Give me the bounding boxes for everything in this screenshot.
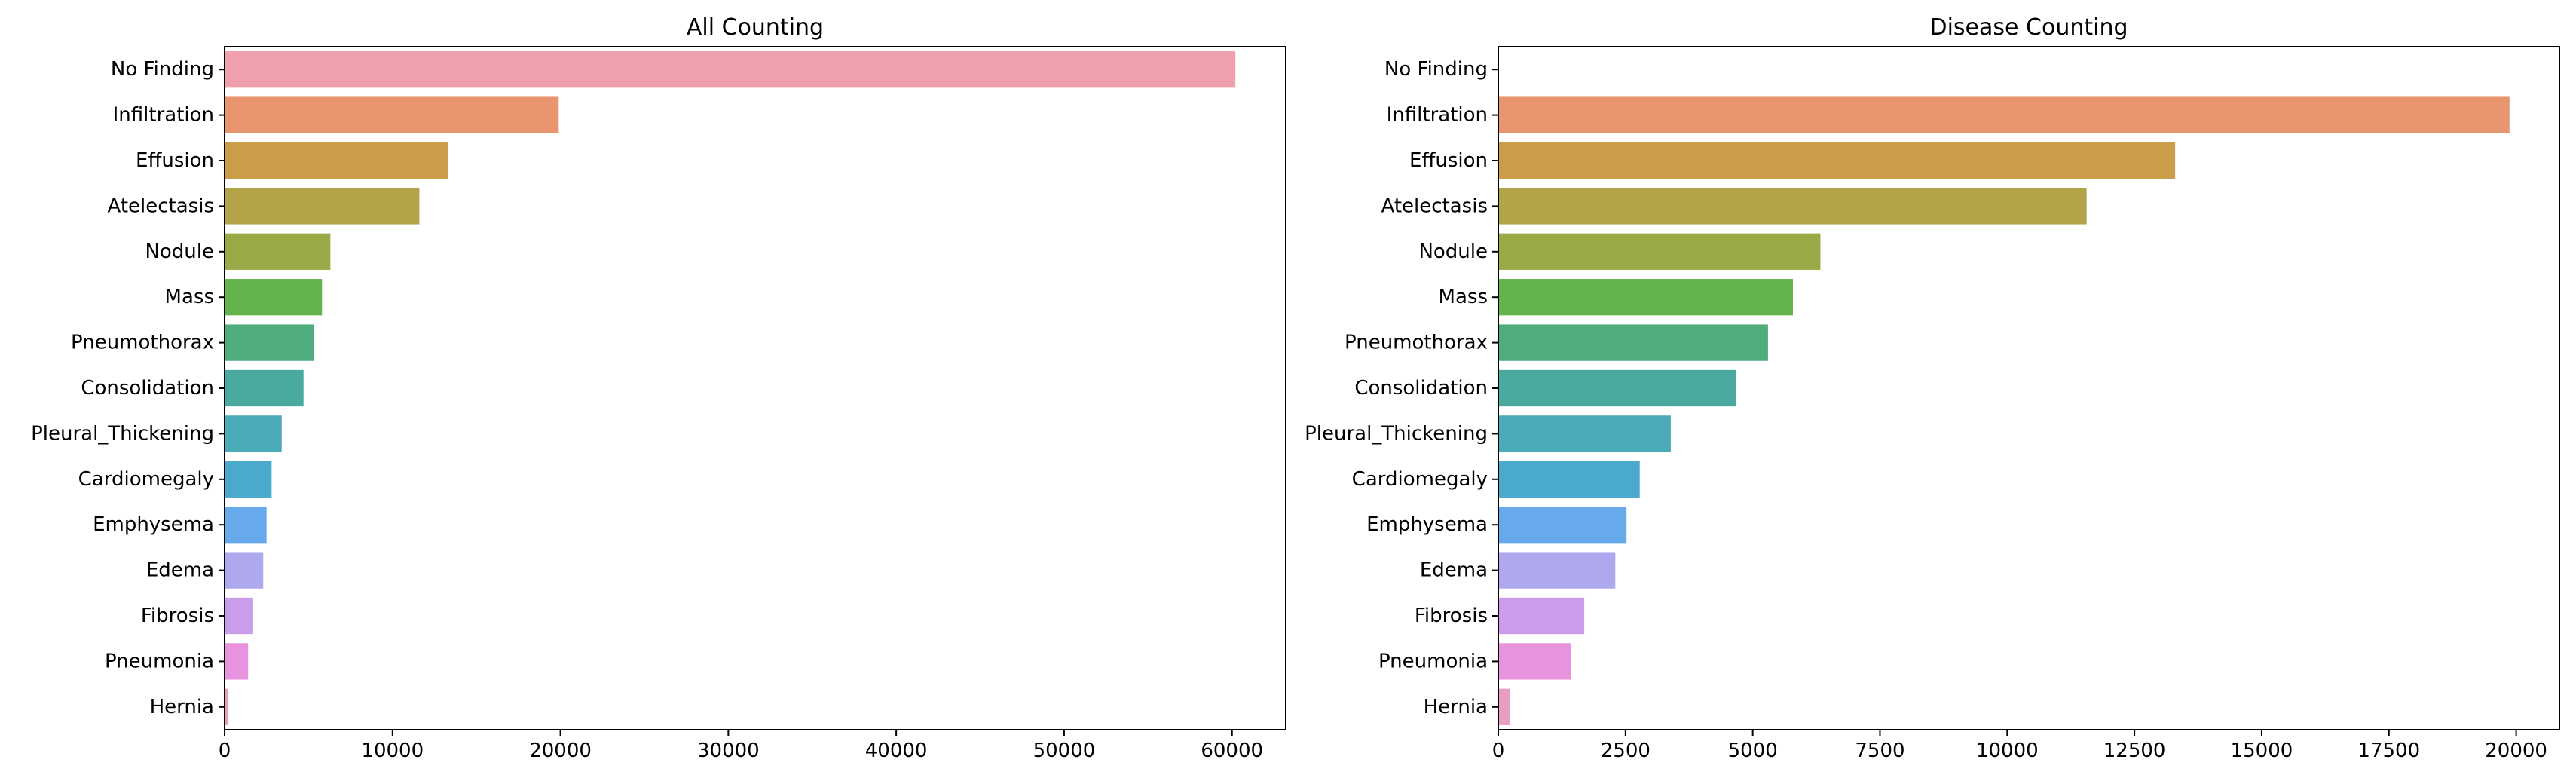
x-tick-label: 20000	[529, 740, 592, 762]
bar-fibrosis	[1498, 597, 1585, 635]
bar-effusion	[1498, 142, 2176, 179]
x-tick-label: 40000	[865, 740, 928, 762]
bar-effusion	[225, 142, 448, 179]
y-tick-label: Mass	[165, 286, 214, 308]
y-tick-label: Effusion	[136, 149, 214, 172]
panel-disease-counting: Disease Counting No Finding Infiltration E…	[1305, 14, 2560, 762]
bar-emphysema	[225, 507, 267, 544]
bar-pleural-thickening	[1498, 415, 1671, 452]
bar-pneumothorax	[1498, 324, 1768, 361]
bar-infiltration	[225, 96, 559, 133]
x-tick-label: 50000	[1033, 740, 1096, 762]
bar-emphysema	[1498, 507, 1627, 544]
bar-consolidation	[225, 369, 304, 407]
y-tick-label: Fibrosis	[1415, 605, 1488, 627]
bar-pleural-thickening	[225, 415, 282, 452]
x-tick-label: 7500	[1855, 740, 1904, 762]
y-tick-label: Edema	[146, 559, 214, 582]
y-tick-label: No Finding	[1384, 58, 1488, 81]
y-tick-label: Atelectasis	[108, 194, 214, 217]
y-tick-label: Pleural_Thickening	[1305, 422, 1488, 445]
y-tick-label: Hernia	[1424, 696, 1488, 718]
bar-atelectasis	[225, 188, 420, 225]
bar-mass	[1498, 279, 1793, 316]
y-tick-label: Pleural_Thickening	[31, 422, 214, 445]
bar-pneumothorax	[225, 324, 314, 361]
y-tick-label: Consolidation	[1354, 377, 1488, 400]
bar-edema	[225, 552, 264, 589]
x-tick-label: 0	[1492, 740, 1505, 762]
bar-nodule	[1498, 233, 1821, 270]
y-tick-label: Pneumothorax	[71, 332, 214, 354]
y-tick-label: Fibrosis	[141, 605, 214, 627]
y-tick-label: Emphysema	[93, 513, 214, 536]
x-tick-label: 17500	[2357, 740, 2420, 762]
x-tick-label: 2500	[1601, 740, 1651, 762]
chart-title-all-counting: All Counting	[687, 14, 824, 41]
y-tick-label: Pneumothorax	[1345, 332, 1488, 354]
y-tick-label: Pneumonia	[105, 650, 214, 672]
y-tick-label: Infiltration	[1387, 104, 1488, 127]
y-tick-label: Infiltration	[113, 104, 214, 127]
bar-hernia	[1498, 688, 1510, 725]
y-tick-label: Nodule	[1418, 240, 1488, 263]
panel-all-counting: All Counting No Finding Infiltration Effus…	[31, 14, 1286, 762]
bar-cardiomegaly	[225, 461, 272, 498]
x-tick-label: 60000	[1201, 740, 1263, 762]
chart-title-disease-counting: Disease Counting	[1929, 14, 2128, 41]
x-tick-label: 0	[219, 740, 231, 762]
y-tick-label: No Finding	[111, 58, 214, 81]
bar-fibrosis	[225, 597, 253, 635]
x-tick-label: 30000	[697, 740, 760, 762]
y-tick-label: Edema	[1420, 559, 1488, 582]
y-tick-label: Effusion	[1409, 149, 1488, 172]
bar-mass	[225, 279, 323, 316]
bar-consolidation	[1498, 369, 1736, 407]
x-tick-label: 15000	[2231, 740, 2293, 762]
x-tick-label: 5000	[1728, 740, 1778, 762]
y-tick-label: Nodule	[145, 240, 214, 263]
y-tick-label: Consolidation	[81, 377, 214, 400]
plot-frame	[1498, 46, 2560, 730]
y-tick-label: Cardiomegaly	[1352, 468, 1488, 491]
bar-no finding	[225, 51, 1236, 88]
y-tick-label: Emphysema	[1366, 513, 1488, 536]
bar-edema	[1498, 552, 1616, 589]
plot-frame	[224, 46, 1286, 730]
y-tick-label: Mass	[1439, 286, 1488, 308]
bar-atelectasis	[1498, 188, 2087, 225]
y-tick-label: Cardiomegaly	[78, 468, 214, 491]
bar-pneumonia	[1498, 643, 1571, 680]
bar-nodule	[225, 233, 331, 270]
x-tick-label: 12500	[2103, 740, 2166, 762]
y-tick-label: Atelectasis	[1381, 194, 1488, 217]
x-tick-label: 10000	[1976, 740, 2039, 762]
bar-cardiomegaly	[1498, 461, 1640, 498]
y-tick-label: Hernia	[150, 696, 214, 718]
bar-hernia	[225, 688, 229, 725]
bar-infiltration	[1498, 96, 2510, 133]
x-tick-label: 20000	[2485, 740, 2547, 762]
x-tick-label: 10000	[361, 740, 424, 762]
y-tick-label: Pneumonia	[1378, 650, 1488, 672]
bar-pneumonia	[225, 643, 249, 680]
